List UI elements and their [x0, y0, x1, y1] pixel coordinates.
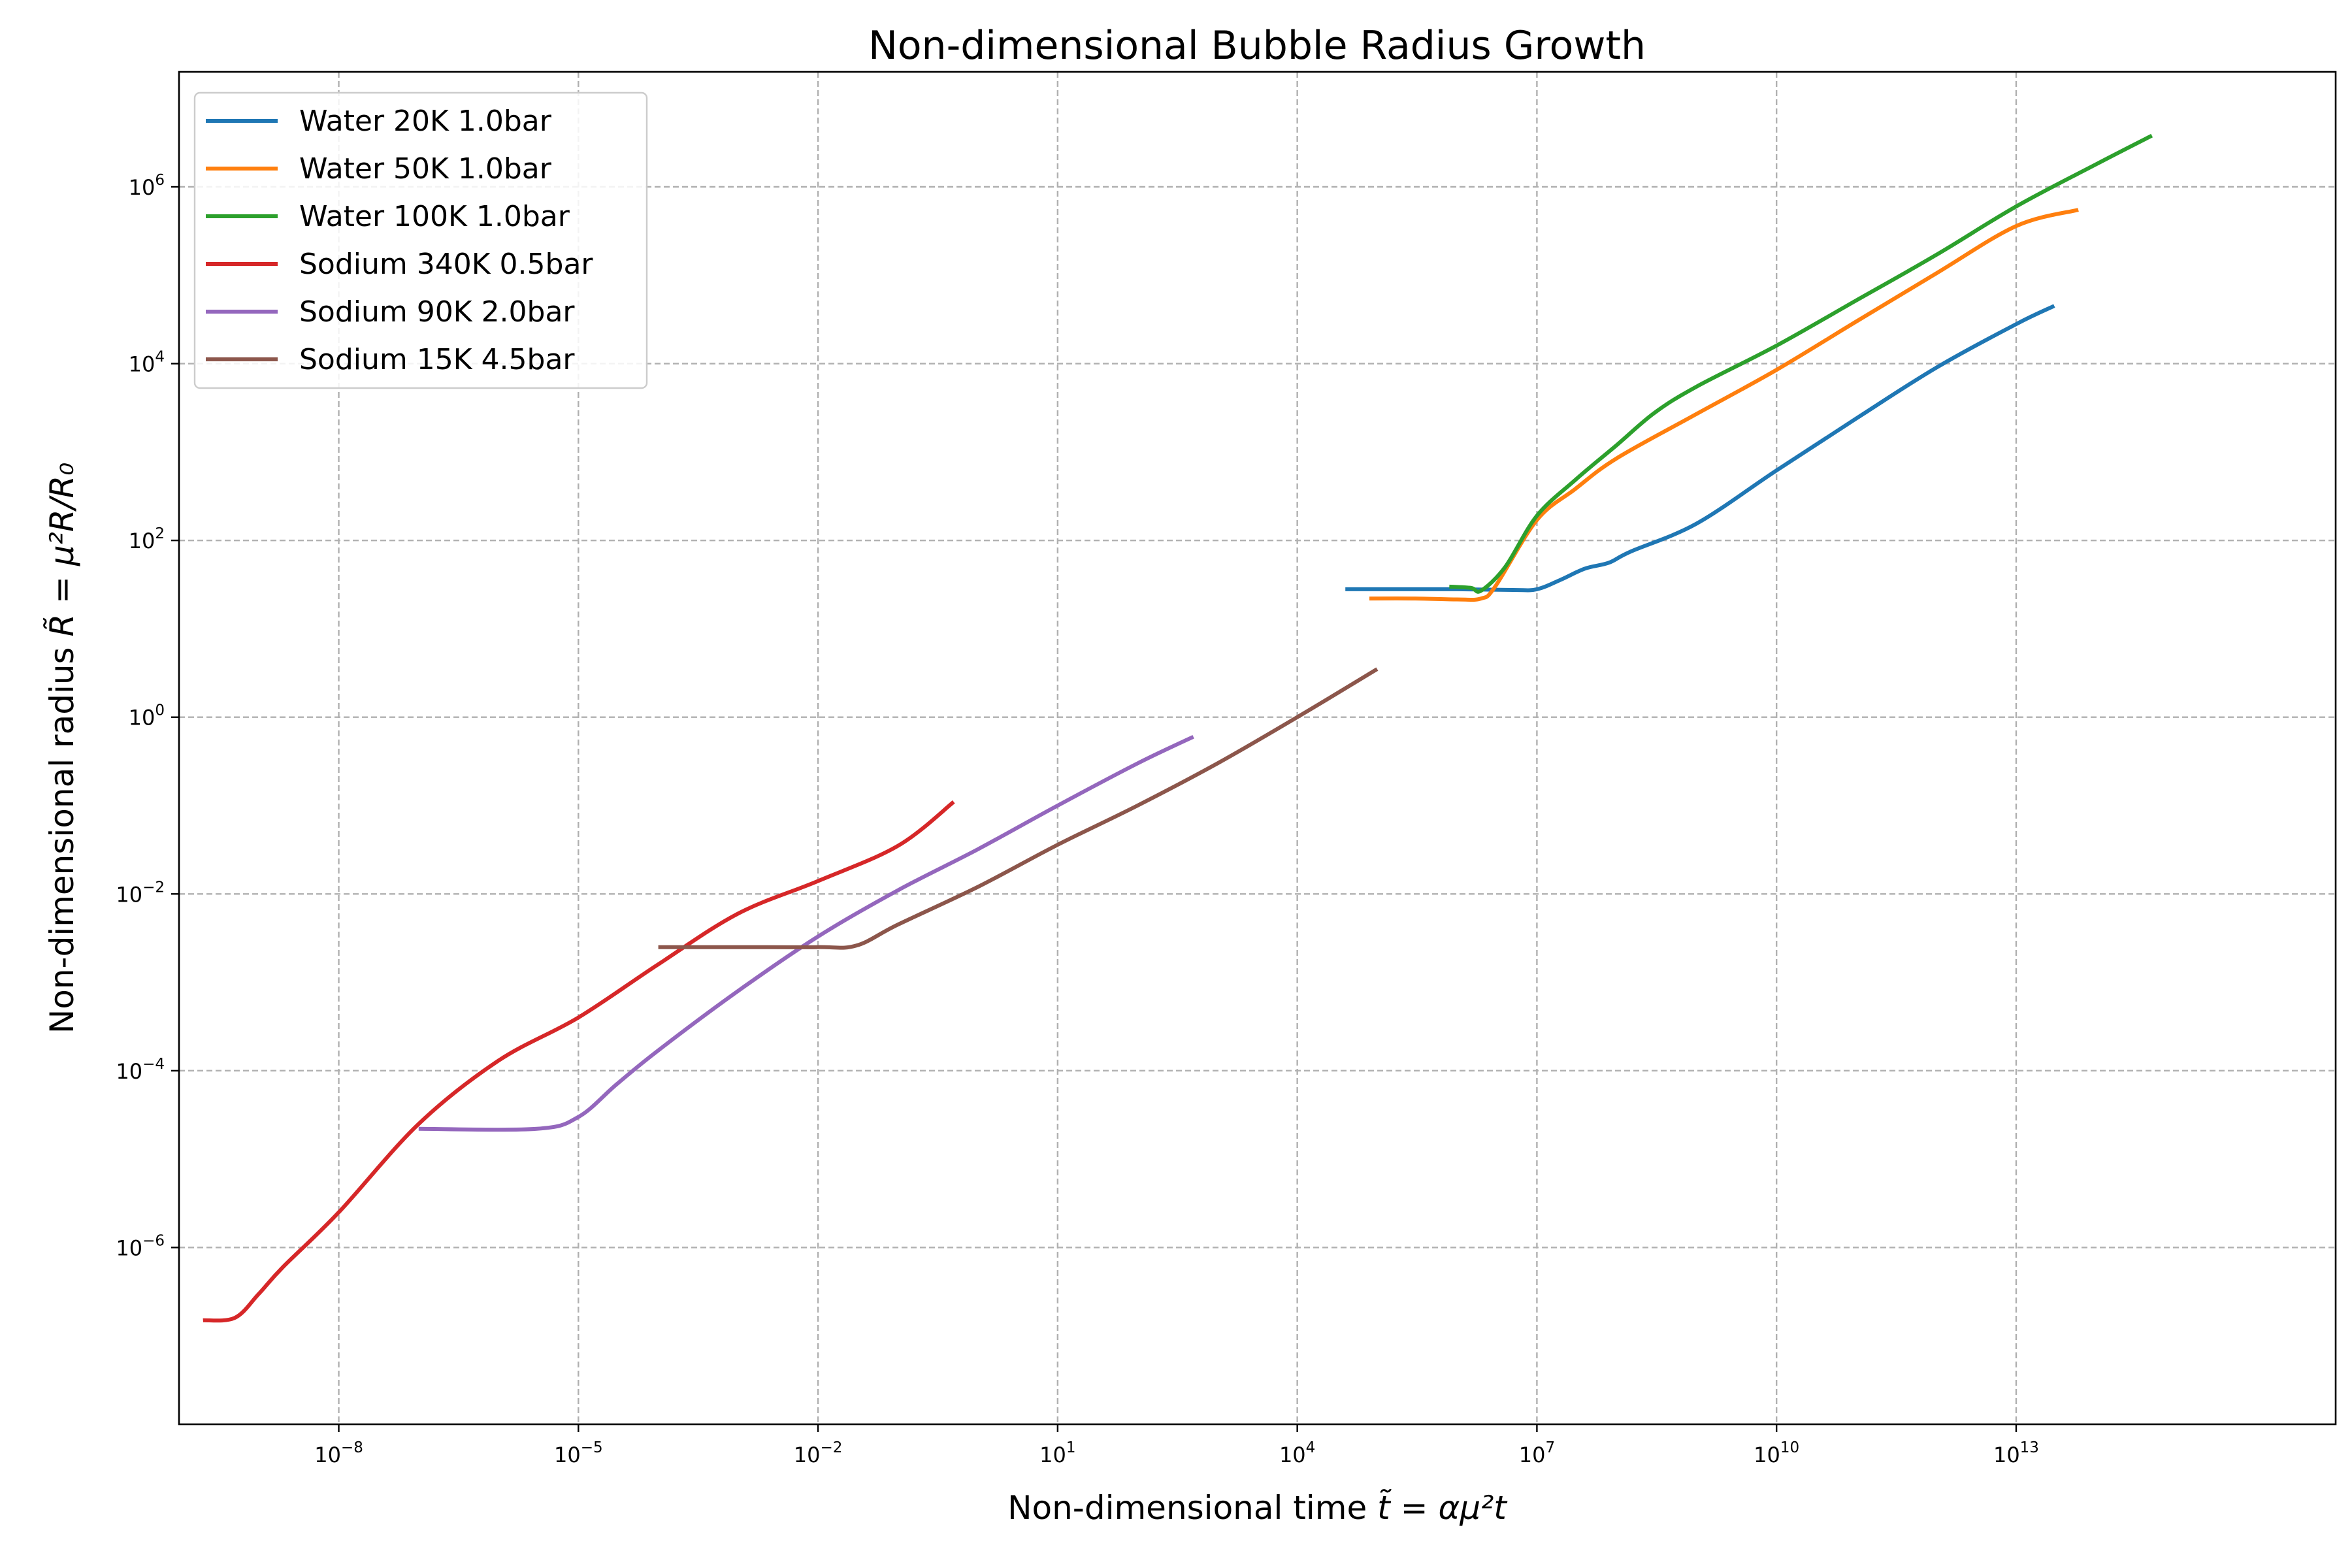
plot-frame [178, 71, 2337, 1426]
x-tick-label: 10−2 [794, 1439, 843, 1467]
legend-label-water-50k-1-0bar: Water 50K 1.0bar [299, 152, 552, 186]
x-tick-label: 104 [1279, 1439, 1315, 1467]
x-tick-label: 107 [1519, 1439, 1555, 1467]
axis-ticks: 10−8 10−5 10−2 101 104 107 1010 1013 10−6 10−4 10−… [116, 172, 2039, 1467]
y-tick-label: 10−4 [116, 1056, 165, 1084]
legend-label-sodium-15k-4-5bar: Sodium 15K 4.5bar [299, 343, 575, 376]
chart-title: Non-dimensional Bubble Radius Growth [868, 23, 1646, 69]
legend: Water 20K 1.0bar Water 50K 1.0bar Water 10… [193, 91, 648, 389]
series-line-sodium-90k-2-0bar [418, 734, 1194, 1132]
x-axis-label-text: Non-dimensional time [1007, 1489, 1367, 1527]
series-line-sodium-15k-4-5bar [658, 667, 1379, 950]
y-tick-label: 100 [129, 702, 165, 730]
x-axis-label: Non-dimensional time t̃ = αμ²t [1007, 1489, 1508, 1527]
y-axis-label-text: Non-dimensional radius [43, 647, 81, 1034]
legend-label-water-20k-1-0bar: Water 20K 1.0bar [299, 105, 552, 138]
legend-box [193, 91, 648, 389]
y-tick-label: 104 [129, 349, 165, 377]
legend-label-water-100k-1-0bar: Water 100K 1.0bar [299, 200, 570, 233]
x-tick-label: 1010 [1754, 1439, 1799, 1467]
series-lines [203, 133, 2153, 1323]
y-axis-label: Non-dimensional radius R̃ = μ²R/R₀ [43, 463, 81, 1034]
series-line-water-50k-1-0bar [1369, 208, 2079, 602]
x-tick-label: 10−5 [554, 1439, 603, 1467]
series-line-water-100k-1-0bar [1449, 133, 2153, 594]
legend-label-sodium-340k-0-5bar: Sodium 340K 0.5bar [299, 248, 593, 281]
legend-label-sodium-90k-2-0bar: Sodium 90K 2.0bar [299, 295, 575, 329]
series-line-water-20k-1-0bar [1345, 304, 2055, 593]
y-tick-label: 102 [129, 525, 165, 553]
y-tick-label: 10−2 [116, 879, 165, 907]
y-tick-label: 106 [129, 172, 165, 200]
series-line-sodium-340k-0-5bar [203, 800, 955, 1323]
x-axis-label-math: t̃ = αμ²t [1377, 1489, 1508, 1527]
x-tick-label: 1013 [1993, 1439, 2039, 1467]
x-tick-label: 10−8 [314, 1439, 363, 1467]
x-tick-label: 101 [1039, 1439, 1075, 1467]
y-axis-label-math: R̃ = μ²R/R₀ [43, 463, 81, 637]
y-tick-label: 10−6 [116, 1232, 165, 1260]
